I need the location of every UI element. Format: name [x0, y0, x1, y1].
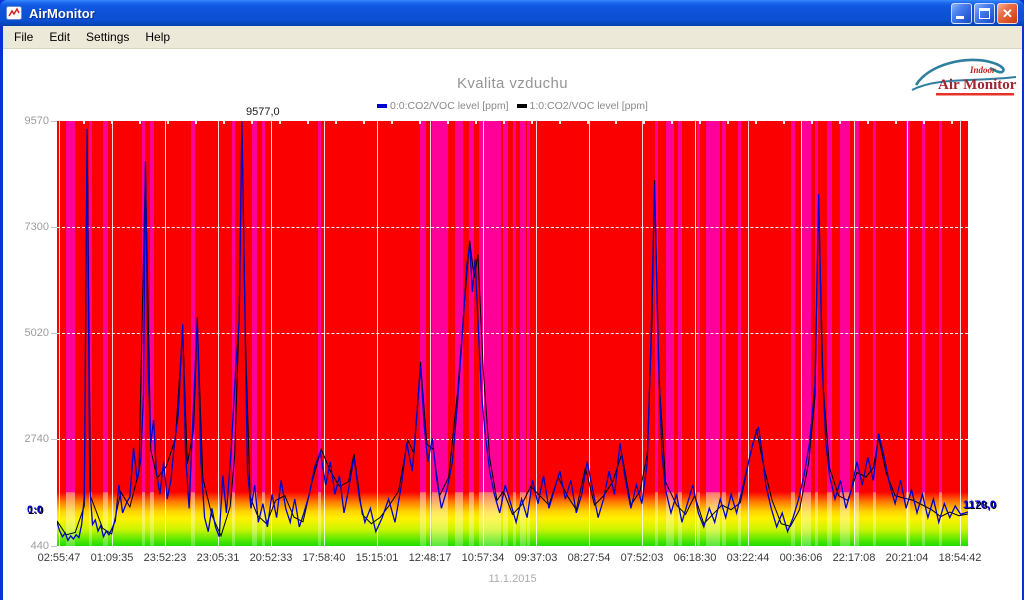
chart-legend: 0:0:CO2/VOC level [ppm] 1:0:CO2/VOC leve…: [57, 100, 968, 112]
legend-label: 0:0:CO2/VOC level [ppm]: [390, 100, 509, 112]
series-end-label-0: 1170,0: [963, 499, 997, 511]
y-tick-label: 9570: [24, 115, 49, 127]
x-tick-label: 23:52:23: [143, 552, 187, 564]
legend-marker-blue: [377, 104, 388, 108]
chart-title: Kvalita vzduchu: [456, 75, 569, 92]
y-tick-mark: [51, 333, 57, 334]
plot-area[interactable]: [57, 121, 968, 546]
menu-bar: File Edit Settings Help: [3, 26, 1022, 49]
series-line: [57, 124, 968, 538]
x-tick-label: 22:17:08: [832, 552, 876, 564]
x-tick-label: 12:48:17: [408, 552, 452, 564]
menu-item-edit[interactable]: Edit: [49, 30, 71, 44]
series-end-label-1: 1128,0: [964, 500, 998, 512]
x-tick-label: 10:57:34: [461, 552, 505, 564]
svg-text:Air Monitor: Air Monitor: [938, 77, 1017, 93]
minimize-icon: [956, 15, 964, 19]
x-tick-label: 09:37:03: [514, 552, 558, 564]
x-tick-label: 07:52:03: [620, 552, 664, 564]
window-title: AirMonitor: [29, 5, 95, 21]
date-label: 11.1.2015: [488, 573, 537, 585]
maximize-button[interactable]: [974, 2, 995, 24]
series-start-label-0: 0:0: [27, 504, 43, 516]
y-tick-label: 2740: [24, 433, 49, 445]
x-tick-label: 17:58:40: [302, 552, 346, 564]
title-bar[interactable]: AirMonitor ✕: [0, 0, 1024, 26]
x-tick-label: 03:22:44: [726, 552, 770, 564]
legend-label: 1:0:CO2/VOC level [ppm]: [529, 100, 648, 112]
y-tick-label: 440: [30, 540, 49, 552]
svg-text:Indoor: Indoor: [969, 65, 996, 75]
indoor-air-monitor-logo: Indoor Air Monitor: [910, 55, 1018, 107]
x-tick-label: 15:15:01: [355, 552, 399, 564]
series-lines: [57, 121, 968, 542]
maximize-icon: [979, 7, 990, 19]
bar-top-notches: [57, 121, 968, 124]
series-start-label-1: 1:0: [28, 505, 44, 517]
logo-swoosh-icon: Indoor Air Monitor: [911, 58, 1017, 96]
x-tick-label: 20:21:04: [885, 552, 929, 564]
y-tick-label: 7300: [24, 221, 49, 233]
peak-value-annotation: 9577,0: [246, 106, 280, 118]
x-tick-label: 06:18:30: [673, 552, 717, 564]
menu-item-help[interactable]: Help: [145, 30, 171, 44]
horizontal-gridline: [57, 226, 968, 228]
x-tick-label: 01:09:35: [90, 552, 134, 564]
legend-item-series1: 1:0:CO2/VOC level [ppm]: [516, 100, 648, 112]
x-tick-label: 18:54:42: [938, 552, 982, 564]
x-tick-label: 23:05:31: [196, 552, 240, 564]
y-tick-mark: [51, 439, 57, 440]
horizontal-gridline: [57, 438, 968, 440]
legend-item-series0: 0:0:CO2/VOC level [ppm]: [377, 100, 509, 112]
legend-marker-black: [516, 104, 527, 108]
y-tick-mark: [51, 227, 57, 228]
x-tick-label: 20:52:33: [249, 552, 293, 564]
close-button[interactable]: ✕: [997, 2, 1018, 24]
x-tick-label: 00:36:06: [779, 552, 823, 564]
y-tick-mark: [51, 546, 57, 547]
chart-panel: Kvalita vzduchu 0:0:CO2/VOC level [ppm] …: [3, 49, 1022, 600]
x-tick-label: 08:27:54: [567, 552, 611, 564]
minimize-button[interactable]: [951, 2, 972, 24]
x-tick-label: 02:55:47: [37, 552, 81, 564]
app-chart-icon: [6, 5, 24, 21]
y-tick-label: 5020: [24, 327, 49, 339]
y-tick-mark: [51, 121, 57, 122]
close-icon: ✕: [1002, 5, 1013, 21]
horizontal-gridline: [57, 332, 968, 334]
series-line: [57, 121, 968, 542]
menu-item-settings[interactable]: Settings: [86, 30, 130, 44]
menu-item-file[interactable]: File: [14, 30, 34, 44]
